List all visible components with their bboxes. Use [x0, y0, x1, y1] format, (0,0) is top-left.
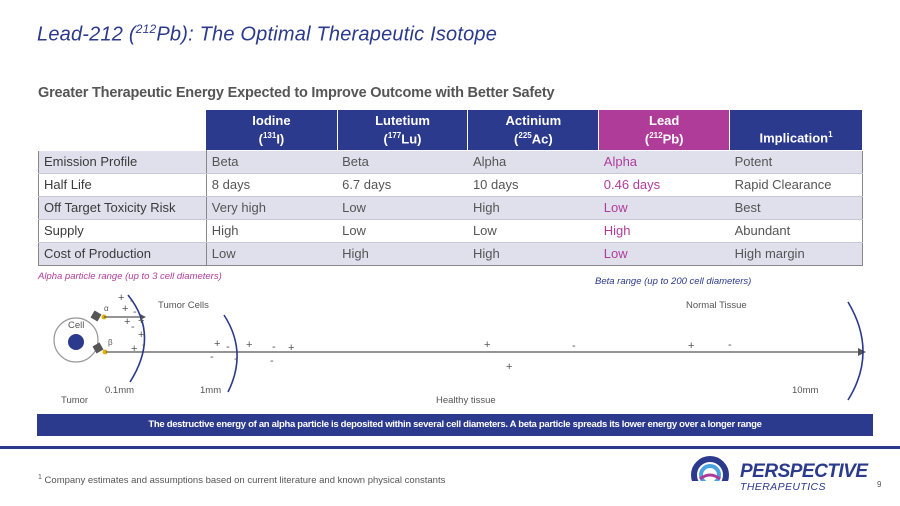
nucleus-icon — [68, 334, 84, 350]
page-title: Lead-212 (212Pb): The Optimal Therapeuti… — [37, 22, 498, 46]
cell-label: Cell — [68, 320, 85, 331]
svg-text:-: - — [131, 321, 135, 333]
svg-text:+: + — [688, 340, 694, 352]
table-row: Off Target Toxicity Risk Very high Low H… — [38, 195, 863, 220]
svg-text:-: - — [210, 351, 214, 363]
page-subtitle: Greater Therapeutic Energy Expected to I… — [38, 85, 555, 101]
svg-text:+: + — [288, 342, 294, 354]
svg-text:-: - — [142, 339, 146, 351]
svg-text:-: - — [272, 341, 276, 353]
isotope-marker-icon — [92, 342, 104, 354]
beta-symbol: β — [108, 338, 113, 347]
svg-text:-: - — [133, 306, 137, 318]
logo-wordmark: PERSPECTIVE — [740, 461, 868, 482]
healthy-tissue-label: Healthy tissue — [436, 395, 496, 406]
svg-text:+: + — [124, 316, 130, 328]
svg-text:+: + — [131, 343, 137, 355]
footer-divider — [0, 446, 900, 449]
table-row: Cost of Production Low High High Low Hig… — [38, 241, 863, 266]
alpha-symbol: α — [104, 304, 109, 313]
isotope-comparison-table: Iodine (131I) Lutetium (177Lu) Actinium (22… — [38, 110, 863, 266]
beta-range-label: Beta range (up to 200 cell diameters) — [595, 276, 752, 287]
svg-text:-: - — [270, 355, 274, 367]
svg-text:+: + — [118, 292, 124, 304]
header-lutetium: Lutetium (177Lu) — [337, 110, 469, 150]
table-header-row: Iodine (131I) Lutetium (177Lu) Actinium (22… — [38, 110, 863, 150]
logo-mark-icon — [691, 456, 729, 495]
tumor-cells-label: Tumor Cells — [158, 300, 209, 311]
page-number: 9 — [877, 480, 882, 489]
logo-subtext: THERAPEUTICS — [740, 481, 826, 493]
svg-text:-: - — [130, 295, 134, 307]
range-arc-10mm — [847, 301, 864, 401]
range-arc-1mm — [223, 314, 238, 393]
header-lead: Lead (212Pb) — [598, 110, 731, 150]
header-iodine: Iodine (131I) — [206, 110, 338, 150]
svg-text:+: + — [246, 339, 252, 351]
svg-text:-: - — [728, 339, 732, 351]
tumor-label: Tumor — [61, 395, 89, 406]
svg-text:+: + — [138, 329, 144, 341]
svg-text:+: + — [214, 338, 220, 350]
svg-text:+: + — [506, 361, 512, 373]
summary-banner: The destructive energy of an alpha parti… — [37, 414, 873, 436]
svg-text:+: + — [138, 315, 144, 327]
normal-tissue-label: Normal Tissue — [686, 300, 747, 311]
table-row: Half Life 8 days 6.7 days 10 days 0.46 d… — [38, 172, 863, 197]
ionization-marks: + - + - + + -+ + - + - + - + --- + -+ + - — [118, 292, 732, 373]
svg-text:+: + — [484, 339, 490, 351]
svg-text:+: + — [122, 303, 128, 315]
table-row: Emission Profile Beta Beta Alpha Alpha P… — [38, 149, 863, 174]
svg-text:-: - — [226, 341, 230, 353]
isotope-marker-icon — [90, 310, 102, 322]
company-logo: PERSPECTIVE THERAPEUTICS — [688, 455, 868, 495]
header-actinium: Actinium (225Ac) — [467, 110, 600, 150]
scale-01mm-label: 0.1mm — [105, 385, 135, 396]
header-implication: Implication1 — [729, 110, 863, 150]
footnote: 1 Company estimates and assumptions base… — [38, 474, 446, 487]
scale-1mm-label: 1mm — [200, 385, 222, 396]
scale-10mm-label: 10mm — [792, 385, 819, 396]
svg-text:-: - — [572, 340, 576, 352]
range-arc-tumor — [127, 294, 146, 383]
alpha-range-label: Alpha particle range (up to 3 cell diame… — [38, 271, 222, 282]
table-row: Supply High Low Low High Abundant — [38, 218, 863, 243]
particle-range-diagram: + - + - + + -+ + - + - + - + --- + -+ + - α β — [53, 292, 866, 401]
svg-text:-: - — [234, 353, 238, 365]
